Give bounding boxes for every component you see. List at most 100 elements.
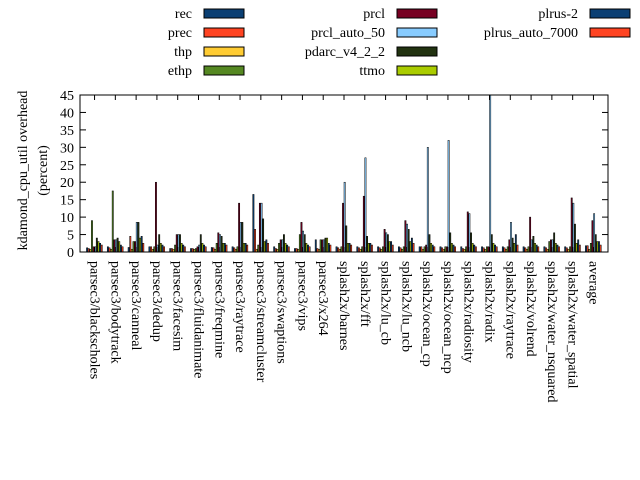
- legend: rec prec thp ethp prcl prcl_auto_50 pdarc_v4_2…: [168, 7, 631, 79]
- bar-rec-splash2x-lu-cb: [377, 246, 380, 253]
- bar-rec-splash2x-ocean-cp: [418, 246, 421, 253]
- legend-swatch-ttmo: [396, 65, 438, 76]
- bar-ethp-parsec3-raytrace: [236, 246, 239, 253]
- x-tick-label: splash2x/lu_ncb: [398, 261, 413, 352]
- bar-prec-parsec3-vips: [295, 248, 298, 253]
- legend-swatch-ethp: [203, 65, 245, 76]
- y-tick-label: 15: [60, 194, 74, 209]
- bar-prcl-parsec3-streamcluster: [258, 202, 261, 253]
- bar-prcl-parsec3-freqmine: [217, 232, 220, 253]
- bar-prcl-parsec3-raytrace: [238, 202, 241, 253]
- bar-ttmo-splash2x-water-spatial: [575, 243, 578, 253]
- bar-prec-parsec3-blackscholes: [87, 248, 90, 253]
- bar-prec-parsec3-raytrace: [233, 247, 236, 253]
- bar-prec-splash2x-raytrace: [503, 247, 506, 253]
- bar-pdarc-v4-2-2-parsec3-facesim: [179, 234, 181, 253]
- bar-prec-splash2x-water-spatial: [565, 247, 568, 253]
- bar-rec-splash2x-water-spatial: [564, 246, 567, 253]
- bar-prcl-splash2x-water-nsquared: [550, 239, 552, 253]
- y-tick-label: 0: [67, 246, 74, 261]
- bar-plrus-2-splash2x-lu-cb: [390, 241, 393, 253]
- bar-plrus-2-parsec3-raytrace: [244, 243, 247, 253]
- bar-plrus-2-splash2x-ocean-cp: [431, 244, 434, 253]
- bar-pdarc-v4-2-2-parsec3-canneal: [137, 222, 140, 253]
- bar-rec-parsec3-blackscholes: [86, 247, 89, 253]
- bar-plrus-auto-7000-parsec3-raytrace: [246, 244, 249, 253]
- x-tick-label: splash2x/radiosity: [461, 261, 476, 363]
- x-tick-label: parsec3/freqmine: [211, 261, 226, 358]
- bar-ethp-parsec3-dedup: [153, 246, 156, 253]
- bar-plrus-2-splash2x-radix: [494, 244, 496, 253]
- bar-plrus-2-splash2x-water-spatial: [577, 239, 580, 253]
- bar-prcl-splash2x-fft: [362, 195, 365, 253]
- bar-rec-parsec3-swaptions: [273, 246, 276, 253]
- bar-rec-parsec3-facesim: [169, 248, 172, 253]
- bar-plrus-auto-7000-splash2x-ocean-ncp: [454, 246, 456, 253]
- bar-ttmo-parsec3-raytrace: [243, 243, 245, 253]
- x-tick-label: splash2x/lu_cb: [378, 261, 393, 345]
- bar-prec-parsec3-facesim: [170, 248, 173, 253]
- bar-plrus-auto-7000-average: [599, 244, 602, 253]
- bar-prec-parsec3-canneal: [129, 236, 132, 253]
- legend-swatch-prcl-auto-50: [396, 27, 438, 38]
- x-tick-label: parsec3/facesim: [170, 261, 185, 351]
- bar-prcl-parsec3-x264: [321, 239, 324, 253]
- y-axis-label: kdamond_cpu_util overhead: [16, 91, 31, 251]
- bar-plrus-2-splash2x-water-nsquared: [556, 244, 559, 253]
- x-tick-label: parsec3/raytrace: [232, 261, 247, 353]
- bar-prec-splash2x-fft: [358, 247, 360, 253]
- bar-ethp-average: [589, 243, 592, 253]
- legend-swatch-plrus-auto-7000: [589, 27, 631, 38]
- bar-ttmo-splash2x-lu-cb: [388, 241, 391, 253]
- bar-plrus-2-average: [598, 241, 600, 253]
- bar-prec-splash2x-lu-ncb: [399, 247, 402, 253]
- bar-pdarc-v4-2-2-parsec3-bodytrack: [116, 237, 119, 253]
- bar-pdarc-v4-2-2-splash2x-raytrace: [511, 237, 514, 253]
- bar-rec-parsec3-fluidanimate: [190, 248, 192, 253]
- bar-rec-splash2x-radix: [481, 246, 483, 253]
- bar-pdarc-v4-2-2-splash2x-water-nsquared: [553, 232, 556, 253]
- bar-plrus-2-parsec3-bodytrack: [119, 244, 122, 253]
- bar-plrus-auto-7000-parsec3-facesim: [183, 246, 186, 253]
- bar-ttmo-parsec3-streamcluster: [263, 241, 266, 253]
- bar-prcl-auto-50-average: [593, 213, 596, 253]
- bar-prec-splash2x-radiosity: [461, 248, 464, 253]
- bar-plrus-2-parsec3-blackscholes: [99, 243, 101, 253]
- bar-ttmo-parsec3-bodytrack: [118, 241, 121, 253]
- bar-ethp-parsec3-facesim: [174, 244, 177, 253]
- legend-label-plrus-auto-7000: plrus_auto_7000: [484, 26, 578, 41]
- bar-ethp-splash2x-water-nsquared: [548, 241, 551, 253]
- bar-rec-splash2x-raytrace: [501, 246, 504, 253]
- bar-ethp-splash2x-ocean-ncp: [444, 246, 447, 253]
- x-tick-label: splash2x/water_nsquared: [544, 261, 559, 403]
- bar-plrus-auto-7000-splash2x-raytrace: [516, 244, 519, 253]
- bar-plrus-2-splash2x-volrend: [535, 244, 538, 253]
- bar-rec-splash2x-barnes: [335, 246, 338, 253]
- bar-ethp-splash2x-fft: [361, 246, 364, 253]
- bar-prec-parsec3-dedup: [150, 246, 152, 253]
- bar-ethp-parsec3-bodytrack: [111, 190, 114, 253]
- bar-pdarc-v4-2-2-splash2x-lu-ncb: [407, 229, 410, 253]
- bar-plrus-2-parsec3-swaptions: [286, 244, 289, 253]
- bar-plrus-auto-7000-splash2x-water-nsquared: [558, 246, 560, 253]
- bar-plrus-2-parsec3-streamcluster: [265, 239, 268, 253]
- bar-rec-parsec3-streamcluster: [252, 194, 255, 253]
- bar-plrus-auto-7000-splash2x-water-spatial: [578, 244, 581, 253]
- legend-label-prec: prec: [168, 26, 192, 41]
- bar-ttmo-parsec3-blackscholes: [97, 241, 100, 253]
- y-tick-label: 35: [60, 124, 74, 139]
- bar-plrus-auto-7000-parsec3-streamcluster: [267, 243, 269, 253]
- y-tick-label: 10: [60, 211, 74, 226]
- bar-ttmo-splash2x-ocean-cp: [430, 243, 432, 253]
- bar-rec-parsec3-x264: [314, 239, 317, 253]
- x-tick-label: splash2x/ocean_ncp: [440, 261, 455, 374]
- bar-pdarc-v4-2-2-splash2x-ocean-cp: [428, 234, 431, 253]
- x-tick-label: parsec3/streamcluster: [253, 261, 268, 383]
- bar-plrus-2-splash2x-radiosity: [473, 244, 476, 253]
- bar-ethp-parsec3-blackscholes: [91, 220, 93, 253]
- bar-ethp-parsec3-freqmine: [215, 243, 218, 253]
- bar-prcl-splash2x-volrend: [529, 216, 532, 253]
- bars: [86, 94, 602, 253]
- bar-prcl-auto-50-splash2x-radix: [489, 94, 492, 253]
